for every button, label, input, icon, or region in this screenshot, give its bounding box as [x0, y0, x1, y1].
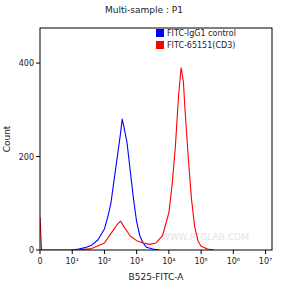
x-tick-label: 10⁵ [194, 257, 207, 266]
y-tick-label: 400 [19, 59, 34, 68]
x-tick [136, 250, 137, 254]
y-tick [36, 63, 40, 64]
title: Multi-sample : P1 [105, 5, 183, 15]
x-tick [40, 250, 41, 254]
y-tick [36, 156, 40, 157]
legend-label: FITC-IgG1 control [167, 29, 236, 38]
legend-swatch [156, 29, 164, 37]
x-tick [233, 250, 234, 254]
x-tick-label: 10² [98, 257, 111, 266]
x-tick [104, 250, 105, 254]
x-tick [72, 250, 73, 254]
x-tick-label: 10⁶ [227, 257, 240, 266]
x-tick [265, 250, 266, 254]
x-tick-label: 10⁷ [259, 257, 272, 266]
y-tick [36, 250, 40, 251]
chart: Multi-sample : P1 WWW.PTGLAB.COM 0 200 400 0 1… [0, 0, 288, 288]
plot-frame [40, 28, 272, 250]
histogram-line [40, 68, 214, 250]
y-tick-label: 200 [19, 153, 34, 162]
x-tick [168, 250, 169, 254]
x-tick [201, 250, 202, 254]
histogram-line [72, 119, 159, 250]
plot-area [40, 68, 214, 250]
y-tick-label: 0 [29, 246, 34, 255]
watermark: WWW.PTGLAB.COM [161, 232, 249, 242]
x-tick-label: 10³ [130, 257, 143, 266]
x-tick-label: 0 [37, 257, 42, 266]
legend-label: FITC-65151(CD3) [167, 41, 235, 50]
x-tick-label: 10¹ [66, 257, 79, 266]
x-axis-label: B525-FITC-A [129, 272, 185, 282]
legend-swatch [156, 41, 164, 49]
y-axis-label: Count [2, 125, 12, 152]
x-tick-label: 10⁴ [162, 257, 175, 266]
